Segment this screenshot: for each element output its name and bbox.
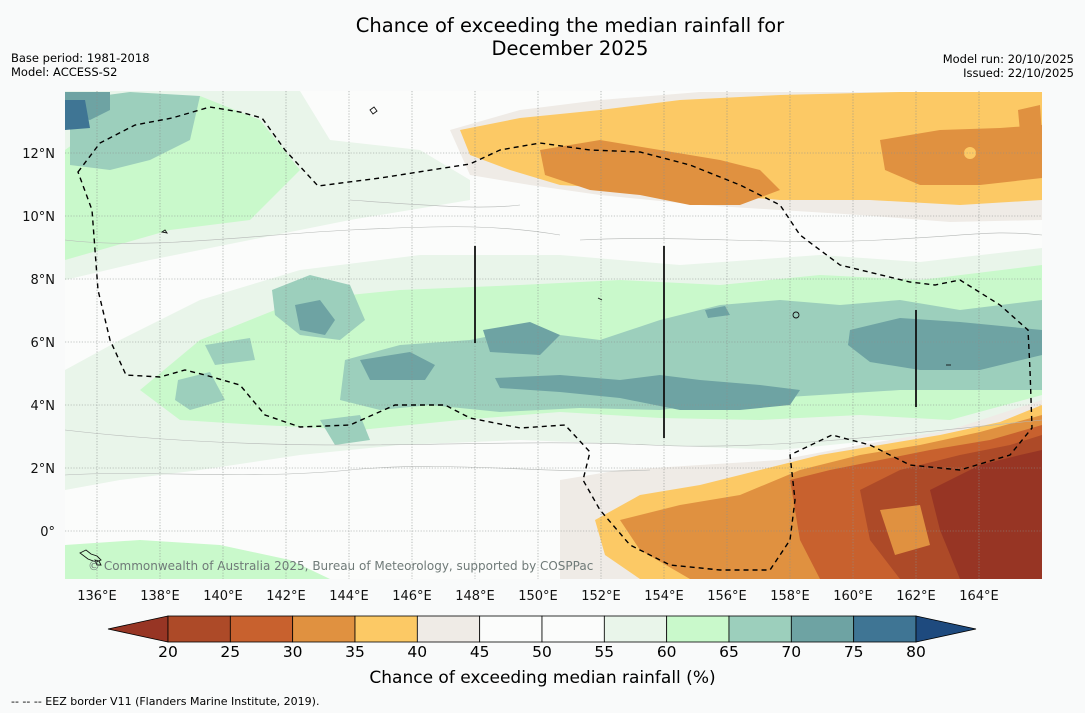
lon-label: 158°E (770, 589, 810, 604)
lat-label: 8°N (31, 273, 56, 288)
lon-label: 164°E (959, 589, 999, 604)
eez-footnote: -- -- -- EEZ border V11 (Flanders Marine… (11, 695, 320, 708)
lat-labels: 12°N 10°N 8°N 6°N 4°N 2°N 0° (22, 147, 55, 540)
colorbar-tick: 30 (282, 643, 303, 661)
lat-label: 6°N (31, 336, 56, 351)
eez-border (77, 106, 1033, 571)
lon-label: 156°E (707, 589, 747, 604)
lon-label: 148°E (455, 589, 495, 604)
boundary-lines (474, 246, 917, 438)
model-run: Model run: 20/10/2025 (942, 52, 1074, 66)
lon-label: 150°E (518, 589, 558, 604)
colorbar-tick: 55 (594, 643, 615, 661)
base-period: Base period: 1981-2018 (11, 51, 150, 65)
lat-label: 2°N (31, 462, 56, 477)
lon-label: 138°E (140, 589, 180, 604)
lat-label: 12°N (22, 147, 55, 162)
title-line-2: December 2025 (491, 37, 649, 60)
colorbar-under-arrow (107, 615, 169, 643)
colorbar-swatch (416, 615, 481, 643)
colorbar-swatch (479, 615, 543, 643)
colorbar-label: Chance of exceeding median rainfall (%) (369, 668, 716, 688)
rainfall-probability-field (65, 91, 1042, 579)
lon-label: 144°E (329, 589, 369, 604)
model-name: Model: ACCESS-S2 (11, 65, 118, 79)
lon-label: 152°E (581, 589, 621, 604)
meta-right: Model run: 20/10/2025 Issued: 22/10/2025 (943, 52, 1074, 80)
issued-date: Issued: 22/10/2025 (963, 66, 1074, 80)
colorbar-swatch (167, 615, 231, 643)
colorbar-swatch (728, 615, 792, 643)
contour-lines (65, 199, 1042, 476)
colorbar-tick: 35 (345, 643, 365, 661)
colorbar-tick: 60 (656, 643, 677, 661)
colorbar-tick: 65 (719, 643, 739, 661)
lon-label: 142°E (266, 589, 306, 604)
lon-label: 160°E (833, 589, 873, 604)
map-title: Chance of exceeding the median rainfall … (270, 14, 870, 60)
colorbar-tick: 80 (906, 643, 926, 661)
lat-label: 10°N (22, 210, 55, 225)
colorbar-tick: 70 (781, 643, 802, 661)
colorbar-over-arrow (915, 615, 977, 643)
lon-label: 140°E (203, 589, 243, 604)
lat-label: 4°N (31, 399, 56, 414)
colorbar-tick: 75 (843, 643, 864, 661)
colorbar (107, 615, 977, 643)
lon-label: 154°E (644, 589, 684, 604)
lon-label: 162°E (896, 589, 936, 604)
colorbar-swatch (541, 615, 605, 643)
colorbar-tick: 40 (407, 643, 428, 661)
lon-label: 146°E (392, 589, 432, 604)
colorbar-swatch (354, 615, 418, 643)
meta-left: Base period: 1981-2018 Model: ACCESS-S2 (11, 51, 150, 79)
colorbar-swatch (229, 615, 294, 643)
colorbar-swatch (790, 615, 855, 643)
colorbar-swatch (292, 615, 356, 643)
attribution: © Commonwealth of Australia 2025, Bureau… (88, 559, 593, 573)
lon-label: 136°E (77, 589, 117, 604)
lat-label: 0° (40, 525, 55, 540)
islands (79, 106, 951, 566)
colorbar-tick: 20 (158, 643, 178, 661)
colorbar-tick: 45 (469, 643, 490, 661)
colorbar-tick: 25 (220, 643, 241, 661)
colorbar-swatch (666, 615, 730, 643)
lon-labels: 136°E 138°E 140°E 142°E 144°E 146°E 148°… (77, 589, 999, 604)
colorbar-tick: 50 (532, 643, 552, 661)
colorbar-swatch (603, 615, 668, 643)
title-line-1: Chance of exceeding the median rainfall … (355, 14, 785, 37)
colorbar-swatch (853, 615, 917, 643)
